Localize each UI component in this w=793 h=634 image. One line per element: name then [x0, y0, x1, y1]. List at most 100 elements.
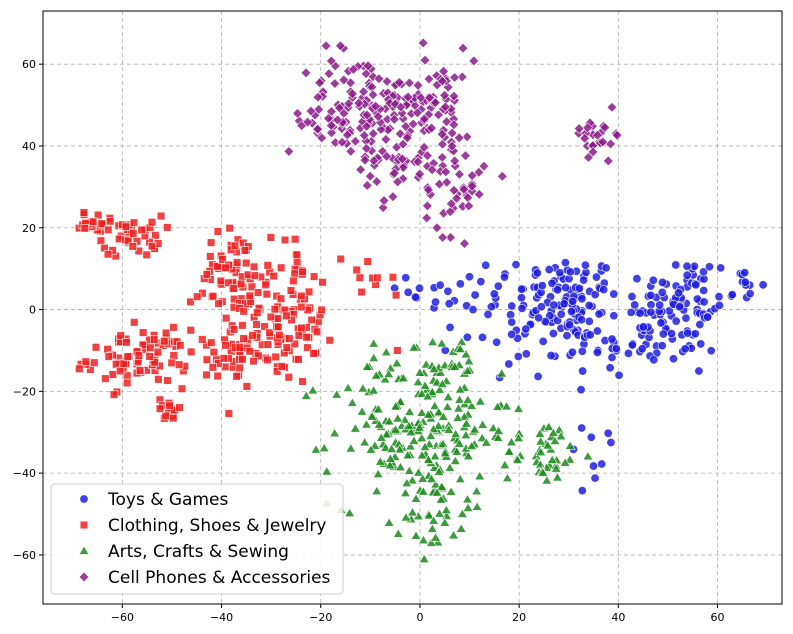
data-point: [423, 73, 435, 85]
data-point: [548, 328, 558, 338]
data-point: [410, 530, 422, 540]
data-point: [461, 418, 472, 428]
data-point: [392, 528, 404, 538]
data-point: [426, 473, 437, 484]
data-point: [499, 459, 511, 469]
data-point: [356, 406, 368, 416]
data-point: [549, 435, 561, 445]
data-point: [466, 170, 478, 181]
data-point: [546, 351, 556, 361]
data-point: [590, 473, 600, 483]
data-point: [513, 403, 525, 413]
data-point: [213, 227, 223, 236]
data-point: [492, 401, 503, 411]
data-point: [345, 443, 357, 453]
data-point: [320, 40, 332, 52]
data-point: [175, 403, 184, 412]
data-point: [219, 354, 228, 363]
data-point: [386, 443, 398, 453]
data-point: [758, 280, 768, 290]
data-point: [123, 371, 132, 380]
data-point: [88, 217, 98, 227]
data-point: [456, 508, 468, 518]
data-point: [442, 391, 454, 401]
data-point: [740, 277, 750, 287]
data-point: [430, 97, 441, 109]
data-point: [513, 351, 523, 361]
data-point: [338, 74, 350, 86]
data-point: [393, 346, 402, 355]
data-point: [395, 101, 407, 113]
data-point: [263, 261, 272, 270]
data-point: [466, 440, 478, 450]
data-point: [209, 347, 219, 357]
data-point: [150, 358, 159, 367]
data-point: [314, 77, 325, 89]
data-point: [414, 283, 424, 293]
data-point: [300, 67, 312, 79]
data-point: [606, 101, 618, 113]
data-point: [614, 370, 624, 380]
data-point: [405, 441, 416, 451]
data-point: [706, 346, 716, 356]
data-point: [564, 440, 576, 450]
data-point: [248, 331, 257, 340]
data-point: [456, 336, 468, 346]
series-triangle: [300, 336, 594, 564]
data-point: [461, 131, 473, 143]
data-point: [407, 118, 419, 130]
data-point: [276, 294, 286, 303]
data-point: [381, 76, 393, 87]
data-point: [469, 424, 481, 434]
data-point: [174, 360, 184, 369]
data-point: [599, 285, 609, 295]
data-point: [115, 366, 125, 376]
data-point: [282, 343, 292, 352]
data-point: [380, 442, 392, 452]
data-point: [436, 152, 448, 163]
data-point: [93, 210, 103, 220]
data-point: [691, 280, 701, 290]
legend-marker-toys-games: [79, 494, 89, 504]
data-point: [480, 437, 492, 447]
data-point: [671, 260, 681, 270]
series-diamond: [283, 37, 623, 249]
data-point: [122, 338, 131, 347]
data-point: [364, 170, 376, 182]
data-point: [123, 236, 133, 245]
data-point: [145, 352, 154, 361]
data-point: [418, 534, 429, 545]
data-point: [446, 127, 458, 139]
data-point: [507, 317, 517, 327]
data-point: [361, 121, 372, 132]
data-point: [462, 494, 473, 504]
data-point: [394, 461, 406, 471]
data-point: [371, 176, 383, 187]
data-point: [547, 278, 557, 288]
data-point: [151, 231, 160, 240]
data-point: [441, 176, 453, 188]
data-point: [247, 282, 257, 291]
data-point: [473, 188, 485, 200]
data-point: [597, 136, 609, 148]
data-point: [413, 467, 424, 477]
data-point: [361, 143, 372, 154]
data-point: [202, 270, 211, 279]
data-point: [466, 180, 478, 192]
data-point: [253, 288, 263, 297]
data-point: [740, 268, 750, 278]
data-point: [90, 358, 99, 367]
data-point: [374, 456, 386, 466]
data-point: [384, 460, 396, 470]
data-point: [568, 296, 578, 306]
data-point: [541, 475, 553, 485]
data-point: [695, 319, 705, 329]
data-point: [273, 367, 282, 376]
data-point: [81, 357, 91, 366]
data-point: [213, 262, 222, 271]
data-point: [453, 438, 465, 448]
data-point: [389, 167, 400, 179]
data-point: [426, 523, 438, 533]
data-point: [335, 40, 346, 52]
data-point: [292, 108, 303, 119]
